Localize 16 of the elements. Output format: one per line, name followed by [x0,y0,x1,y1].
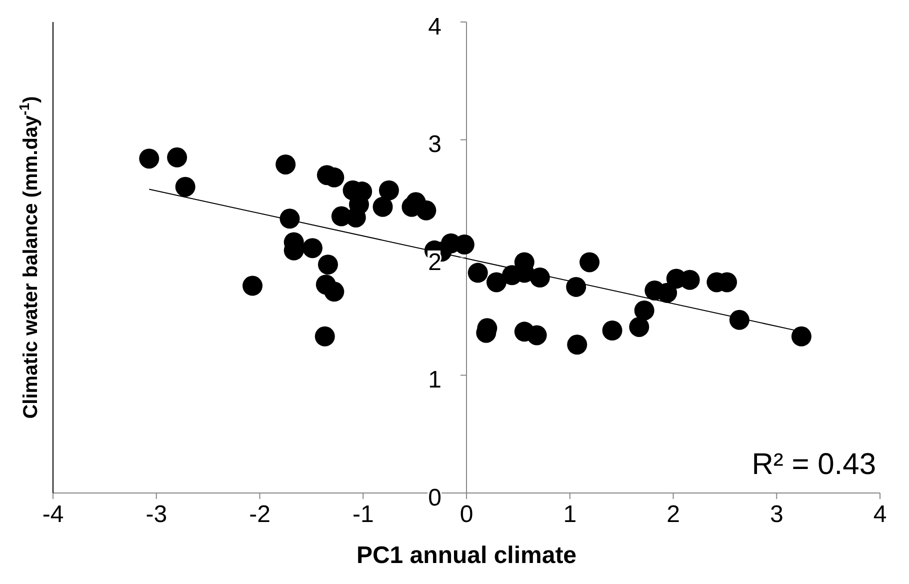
y-tick-label: 2 [428,248,442,276]
x-tick-label: 4 [873,501,887,528]
annotation: R² = 0.43 [752,448,876,482]
x-tick-label: -4 [42,501,64,528]
x-tick-label: 2 [666,501,680,528]
x-axis-title: PC1 annual climate [356,542,577,569]
y-tick-label: 4 [428,13,442,40]
x-tick-label: 0 [460,501,474,528]
y-tick-label: 3 [428,131,442,158]
x-tick-label: 1 [563,501,577,528]
x-tick-label: -1 [352,501,374,528]
x-tick-label: 3 [770,501,784,528]
x-tick-label: -2 [249,501,270,528]
y-tick-label: 0 [428,484,442,512]
x-tick-label: -3 [146,501,168,528]
y-tick-label: 1 [428,366,442,394]
